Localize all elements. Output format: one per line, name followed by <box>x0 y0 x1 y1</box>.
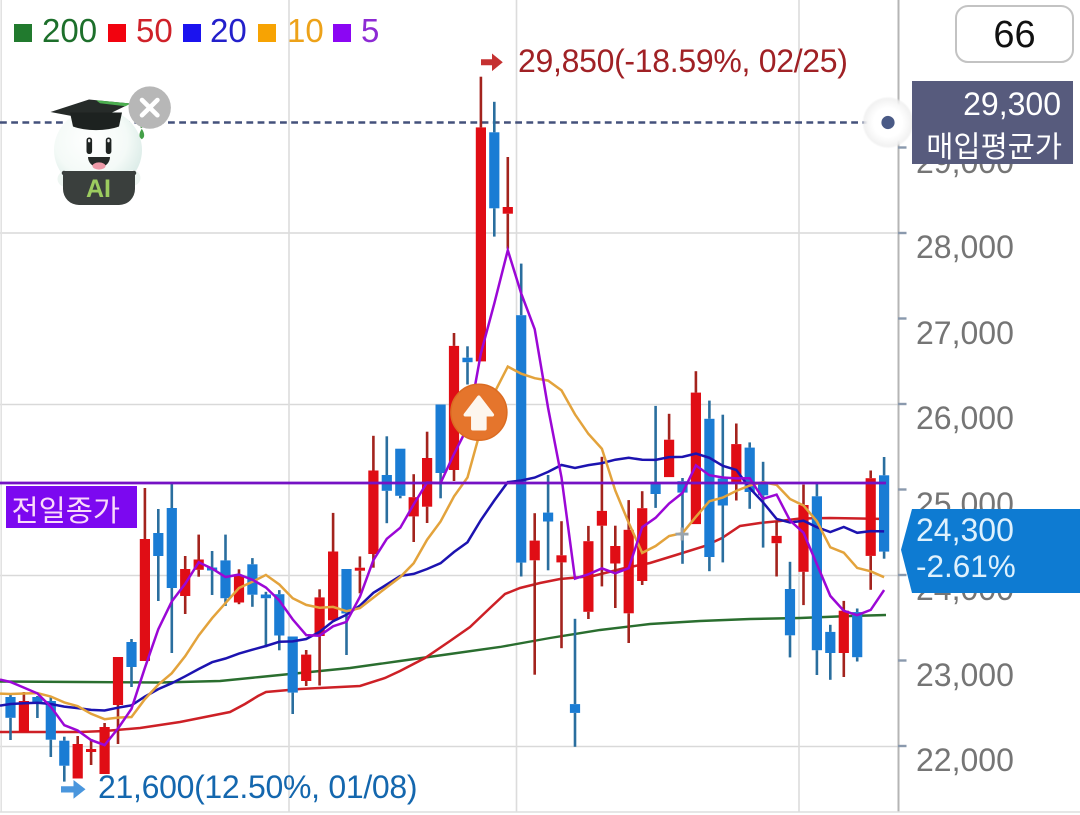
svg-text:AI: AI <box>86 175 111 203</box>
